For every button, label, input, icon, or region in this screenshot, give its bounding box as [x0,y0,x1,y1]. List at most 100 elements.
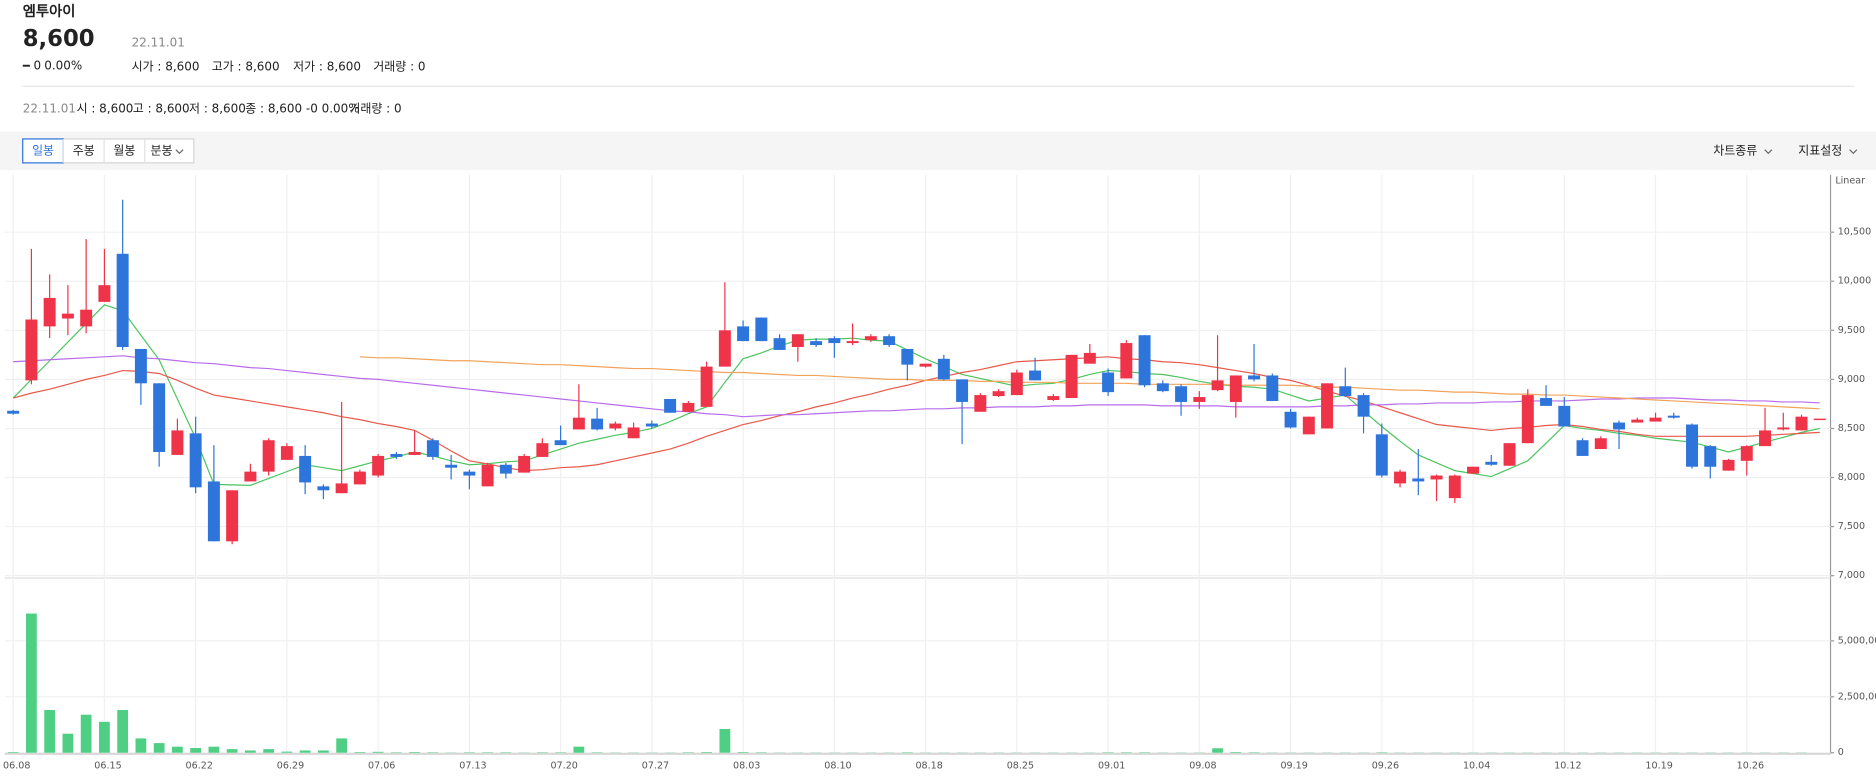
volume-bar [409,752,421,753]
volume-bar [135,738,147,753]
chevron [175,149,184,155]
y-tick-label: 7,000 [1838,570,1865,581]
x-tick-label: 09.26 [1372,760,1399,771]
candle-body [153,383,166,452]
candle-body [1467,466,1480,474]
volume-bar [245,750,256,753]
candle-body [1795,416,1808,431]
y-tick-label: 9,500 [1838,325,1865,336]
x-tick-label: 07.27 [642,760,669,771]
summary-item: 시 : 8,600 [77,102,134,116]
volume-bar [336,738,348,753]
candle-body [445,464,458,468]
x-tick-label: 09.01 [1098,760,1125,771]
candle-body [956,379,969,402]
candle-body [1047,396,1060,400]
candle-body [901,348,914,365]
candle-body [1083,352,1096,364]
volume-bar [263,749,275,753]
candle-body [1375,434,1388,476]
candle-body [1102,372,1115,393]
period-button[interactable]: 일봉 [32,143,54,157]
moving-average [12,304,1820,486]
volume-bar [737,752,749,753]
candle-body [1649,417,1662,422]
candle-body [1394,471,1407,484]
y-tick-label: 8,000 [1838,472,1865,483]
candle-body [1175,386,1188,402]
candle-body [61,313,74,319]
x-tick-label: 07.06 [368,760,395,771]
candle-body [992,391,1005,397]
volume-bar [354,752,366,753]
candle-body [116,253,129,347]
candle-body [828,338,841,344]
candle-body [1357,395,1370,417]
x-tick-label: 06.29 [277,760,304,771]
candle-body [499,464,512,474]
summary-date: 22.11.01 [23,102,76,116]
x-tick-label: 09.19 [1280,760,1307,771]
candle-body [1558,405,1571,427]
y-tick-label: 8,500 [1838,423,1865,434]
quote-date: 22.11.01 [132,36,185,50]
x-tick-label: 06.08 [3,760,30,771]
y-tick-label: 10,000 [1838,276,1871,287]
change-pct: 0.00% [44,58,82,72]
period-buttons: 일봉 주봉 월봉 분봉 [22,138,184,164]
menu[interactable]: 지표설정 [1798,143,1842,157]
x-tick-label: 10.04 [1463,760,1490,771]
candle-body [98,285,111,302]
candle-body [317,486,330,491]
candle-body [1686,424,1699,467]
candle-body [80,309,93,327]
stat: 거래량 : 0 [373,60,425,74]
x-tick-label: 10.26 [1737,760,1764,771]
candle-body [864,336,877,341]
candle-body [280,446,293,460]
x-tick-label: 08.03 [733,760,760,771]
candle-body [1722,459,1735,471]
candle-body [1813,418,1826,421]
candle-body [1010,372,1023,396]
candle-body [1667,415,1680,418]
volume-bar [318,750,329,753]
y-tick-label: 10,500 [1838,227,1871,238]
x-tick-label: 08.10 [824,760,851,771]
menu[interactable]: 차트종류 [1713,143,1757,157]
candle-body [408,451,421,455]
candle-body [353,471,366,485]
candle-body [1339,386,1352,397]
candle-body [1229,375,1242,402]
period-button[interactable]: 주봉 [73,143,95,157]
candle-body [1120,343,1133,379]
candle-body [1284,411,1297,428]
stock-price: 8,600 [23,26,95,52]
candle-body [1156,383,1169,392]
candle-body [1485,461,1498,465]
candle-body [481,464,494,487]
volume-bar [573,746,585,753]
volume-bar [7,752,19,753]
candle-body [1704,446,1717,467]
moving-average [13,355,1820,418]
period-button[interactable]: 분봉 [151,143,173,157]
candle-body [207,481,220,542]
candle-body [572,417,585,430]
chevron [1849,149,1858,155]
candle-body [189,433,202,488]
candle-body [7,410,20,414]
period-button[interactable]: 월봉 [113,143,135,157]
candle-body [171,430,184,455]
stat: 저가 : 8,600 [293,60,361,74]
candle-body [1193,397,1206,402]
candle-body [1759,430,1772,447]
candle-body [25,319,38,381]
candle-body [1266,375,1279,401]
candle-body [134,348,147,384]
volume-bar [80,714,92,753]
stat: 시가 : 8,600 [132,60,200,74]
candle-body [1248,375,1261,380]
candle-body [1777,427,1790,430]
candle-body [262,440,275,472]
